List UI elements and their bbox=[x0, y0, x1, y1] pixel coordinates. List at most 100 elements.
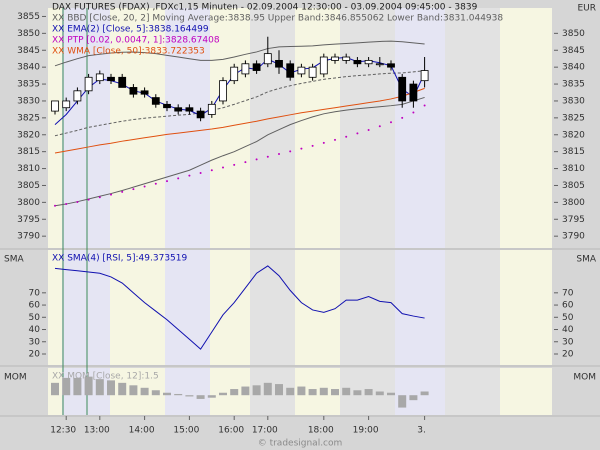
x-tick-label: 16:00 bbox=[218, 426, 244, 436]
background-band bbox=[445, 368, 500, 415]
legend-entry: XX SMA(4) [RSI, 5]:49.373519 bbox=[52, 254, 188, 264]
y-tick-label: 3805 bbox=[17, 181, 40, 191]
background-band bbox=[48, 250, 62, 365]
indicator-dot bbox=[367, 129, 370, 132]
indicator-line bbox=[54, 87, 425, 154]
bar bbox=[241, 386, 250, 396]
y2-tick-label: 30 bbox=[562, 337, 574, 347]
y-tick-label: 3825 bbox=[17, 113, 40, 123]
indicator-dot bbox=[166, 180, 168, 183]
indicator-dot bbox=[222, 166, 224, 169]
bar bbox=[297, 386, 306, 396]
bar bbox=[51, 382, 59, 396]
y2-tick-label: 3825 bbox=[562, 113, 585, 123]
bar bbox=[174, 393, 183, 396]
indicator-dot bbox=[390, 121, 392, 124]
candle-body bbox=[207, 103, 216, 115]
x-tick-label: 14:00 bbox=[129, 426, 155, 436]
bar bbox=[73, 377, 82, 396]
bar bbox=[398, 395, 407, 408]
bar bbox=[387, 392, 395, 396]
candle-body bbox=[151, 97, 160, 105]
indicator-line bbox=[54, 56, 426, 125]
bar bbox=[409, 395, 418, 401]
indicator-dot bbox=[233, 163, 236, 166]
x-tick-label: 15:00 bbox=[173, 426, 199, 436]
candle-body bbox=[275, 59, 283, 68]
y-tick-label: 3815 bbox=[17, 147, 40, 157]
background-band bbox=[340, 8, 395, 248]
legend-entry: XX MOM [Close, 12]:1.5 bbox=[52, 372, 159, 382]
candle-body bbox=[174, 107, 183, 112]
indicator-dot bbox=[110, 193, 112, 196]
indicator-dot bbox=[65, 203, 68, 206]
y2-axis-label: SMA bbox=[576, 255, 596, 265]
x-tick-label: 17:00 bbox=[252, 426, 278, 436]
background-band bbox=[340, 250, 395, 365]
background-band bbox=[445, 8, 500, 248]
indicator-dot bbox=[177, 177, 180, 180]
background-band bbox=[295, 250, 340, 365]
y-tick-label: 30 bbox=[29, 337, 41, 347]
x-tick-label: 18:00 bbox=[308, 426, 334, 436]
background-band bbox=[62, 250, 110, 365]
background-band bbox=[500, 8, 552, 248]
y-tick-label: 3830 bbox=[17, 96, 40, 106]
y2-tick-label: 20 bbox=[562, 349, 574, 359]
indicator-dot bbox=[322, 141, 325, 144]
candle-body bbox=[163, 103, 171, 109]
bar bbox=[196, 395, 205, 399]
background-band bbox=[395, 8, 445, 248]
y2-tick-label: 3830 bbox=[562, 96, 585, 106]
bar bbox=[140, 387, 149, 396]
y2-tick-label: 60 bbox=[562, 301, 574, 311]
indicator-dot bbox=[244, 161, 247, 164]
bar bbox=[308, 389, 317, 396]
indicator-dot bbox=[210, 169, 213, 172]
background-band bbox=[110, 8, 165, 248]
indicator-dot bbox=[121, 190, 124, 193]
candle-body bbox=[398, 76, 407, 102]
candle-body bbox=[84, 76, 93, 92]
y-tick-label: 3810 bbox=[17, 164, 40, 174]
y-tick-label: 3835 bbox=[17, 80, 40, 90]
bar bbox=[420, 391, 429, 396]
y2-tick-label: 3805 bbox=[562, 181, 585, 191]
y-tick-label: 60 bbox=[29, 301, 41, 311]
indicator-dot bbox=[401, 116, 404, 119]
bar bbox=[62, 377, 71, 396]
background-band bbox=[48, 8, 62, 248]
bar bbox=[275, 384, 283, 396]
y2-tick-label: 50 bbox=[562, 313, 574, 323]
y-tick-label: 3820 bbox=[17, 130, 40, 140]
indicator-line bbox=[54, 265, 425, 350]
bar bbox=[151, 390, 160, 396]
x-tick-label: 13:00 bbox=[84, 426, 110, 436]
candle-body bbox=[297, 66, 306, 75]
bar bbox=[353, 390, 362, 396]
candle-body bbox=[241, 63, 250, 75]
indicator-dot bbox=[54, 204, 56, 207]
candle-body bbox=[342, 56, 351, 61]
y2-tick-label: 40 bbox=[562, 325, 574, 335]
indicator-dot bbox=[345, 135, 348, 138]
y-axis-label: MOM bbox=[4, 373, 27, 383]
y-tick-label: 3845 bbox=[17, 46, 40, 56]
background-band bbox=[395, 368, 445, 415]
candle-body bbox=[51, 100, 59, 112]
indicator-dot bbox=[87, 198, 90, 201]
bar bbox=[185, 395, 194, 397]
candle-body bbox=[107, 76, 115, 82]
y-tick-label: 3840 bbox=[17, 63, 40, 73]
background-band bbox=[250, 8, 295, 248]
y2-tick-label: 3850 bbox=[562, 29, 585, 39]
background-band bbox=[295, 8, 340, 248]
candle-body bbox=[62, 100, 71, 109]
candle-body bbox=[252, 63, 261, 71]
candle-body bbox=[409, 83, 418, 102]
y-tick-label: 50 bbox=[29, 313, 41, 323]
background-band bbox=[500, 250, 552, 365]
y-tick-label: 3855 bbox=[17, 12, 40, 22]
candle-body bbox=[196, 110, 205, 119]
